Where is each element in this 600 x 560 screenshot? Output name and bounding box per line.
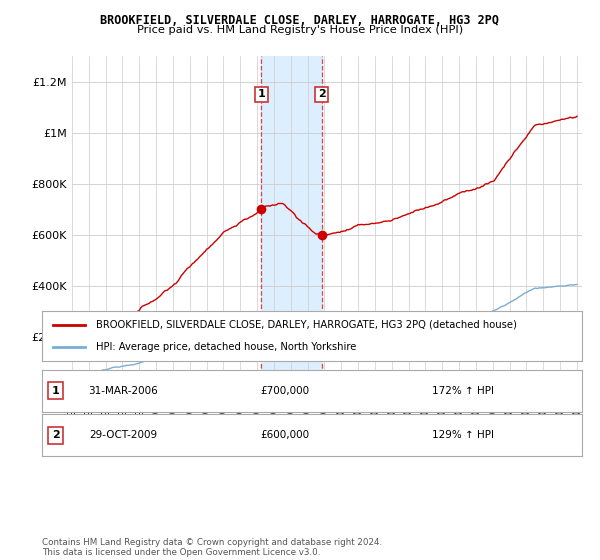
Bar	[262, 56, 322, 388]
Text: 129% ↑ HPI: 129% ↑ HPI	[432, 431, 494, 440]
Text: 31-MAR-2006: 31-MAR-2006	[88, 386, 158, 395]
Text: HPI: Average price, detached house, North Yorkshire: HPI: Average price, detached house, Nort…	[96, 342, 356, 352]
Text: BROOKFIELD, SILVERDALE CLOSE, DARLEY, HARROGATE, HG3 2PQ: BROOKFIELD, SILVERDALE CLOSE, DARLEY, HA…	[101, 14, 499, 27]
Text: 1: 1	[52, 386, 59, 395]
Text: Price paid vs. HM Land Registry's House Price Index (HPI): Price paid vs. HM Land Registry's House …	[137, 25, 463, 35]
Text: 2: 2	[52, 431, 59, 440]
Text: £700,000: £700,000	[260, 386, 310, 395]
Text: 2: 2	[318, 90, 325, 99]
Text: 1: 1	[257, 90, 265, 99]
Text: Contains HM Land Registry data © Crown copyright and database right 2024.
This d: Contains HM Land Registry data © Crown c…	[42, 538, 382, 557]
Text: BROOKFIELD, SILVERDALE CLOSE, DARLEY, HARROGATE, HG3 2PQ (detached house): BROOKFIELD, SILVERDALE CLOSE, DARLEY, HA…	[96, 320, 517, 330]
Text: 29-OCT-2009: 29-OCT-2009	[89, 431, 157, 440]
Text: £600,000: £600,000	[260, 431, 310, 440]
Text: 172% ↑ HPI: 172% ↑ HPI	[432, 386, 494, 395]
